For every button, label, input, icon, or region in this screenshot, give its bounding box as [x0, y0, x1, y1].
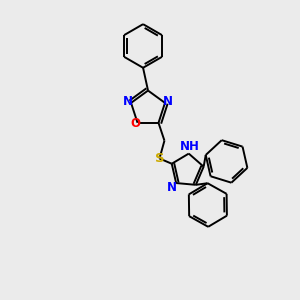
Text: N: N [167, 181, 177, 194]
Text: N: N [163, 95, 173, 108]
Text: N: N [123, 95, 133, 108]
Text: O: O [130, 117, 141, 130]
Text: S: S [155, 152, 164, 165]
Text: NH: NH [179, 140, 199, 153]
